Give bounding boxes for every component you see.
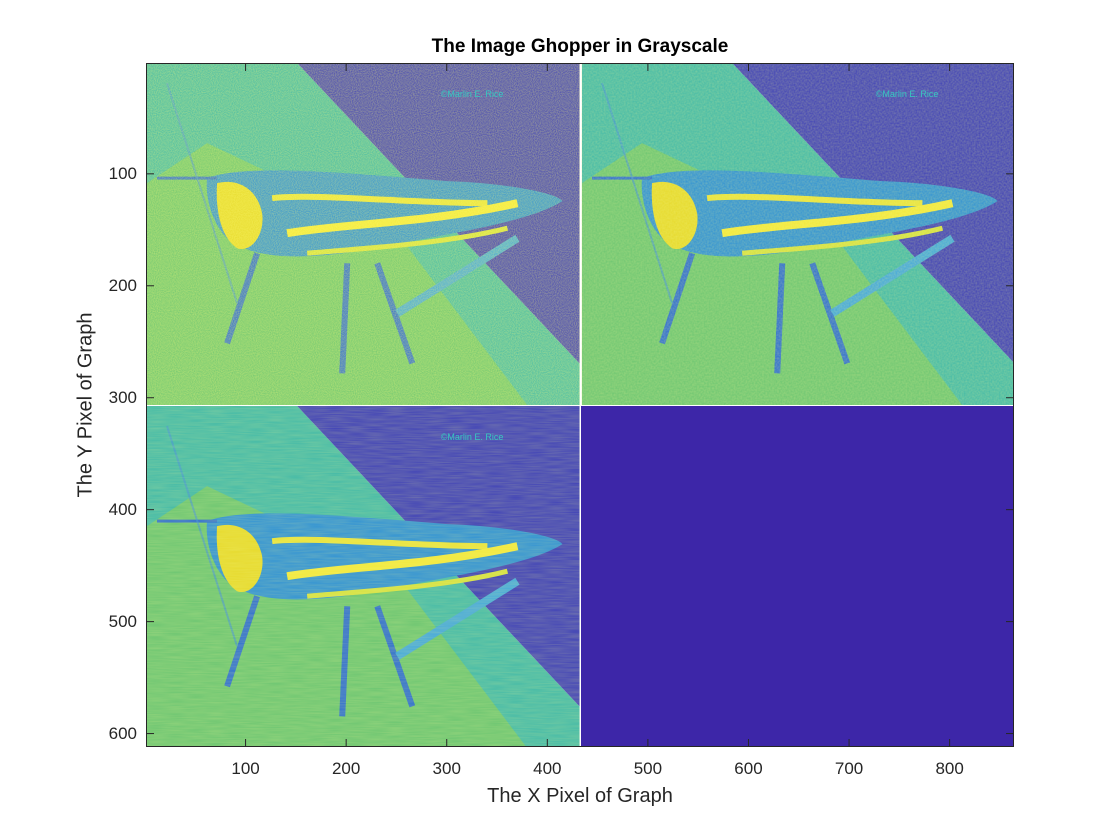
y-tick-label: 100 (108, 163, 137, 183)
y-tick-label: 500 (108, 611, 137, 631)
y-tick-label: 200 (108, 275, 137, 295)
x-tick-label: 500 (633, 759, 663, 778)
y-tick-label: 300 (108, 387, 137, 407)
bottom-left-image: ©Marlin E. Rice (146, 405, 581, 747)
chart-title: The Image Ghopper in Grayscale (431, 36, 729, 57)
y-axis-label: The Y Pixel of Graph (74, 312, 97, 498)
y-tick-label: 400 (108, 499, 137, 519)
watermark-text: ©Marlin E. Rice (441, 89, 504, 99)
y-tick-label: 600 (108, 723, 137, 743)
x-tick-label: 400 (533, 759, 562, 778)
x-tick-label: 800 (935, 759, 964, 778)
watermark-text: ©Marlin E. Rice (875, 89, 938, 99)
x-tick-label: 600 (734, 759, 763, 778)
x-axis-label: The X Pixel of Graph (487, 785, 673, 807)
axes-frame (146, 63, 1014, 747)
x-tick-label: 300 (432, 759, 461, 778)
x-tick-label: 100 (231, 759, 260, 778)
watermark-text: ©Marlin E. Rice (441, 432, 504, 442)
top-right-image: ©Marlin E. Rice (580, 63, 1014, 406)
x-tick-label: 700 (834, 759, 864, 778)
x-tick-label: 200 (331, 759, 361, 778)
bottom-right-empty (580, 405, 1014, 747)
plot-area: ©Marlin E. Rice ©Marlin E. Rice ©Marlin E.… (146, 63, 1014, 747)
top-left-image: ©Marlin E. Rice (146, 63, 581, 406)
